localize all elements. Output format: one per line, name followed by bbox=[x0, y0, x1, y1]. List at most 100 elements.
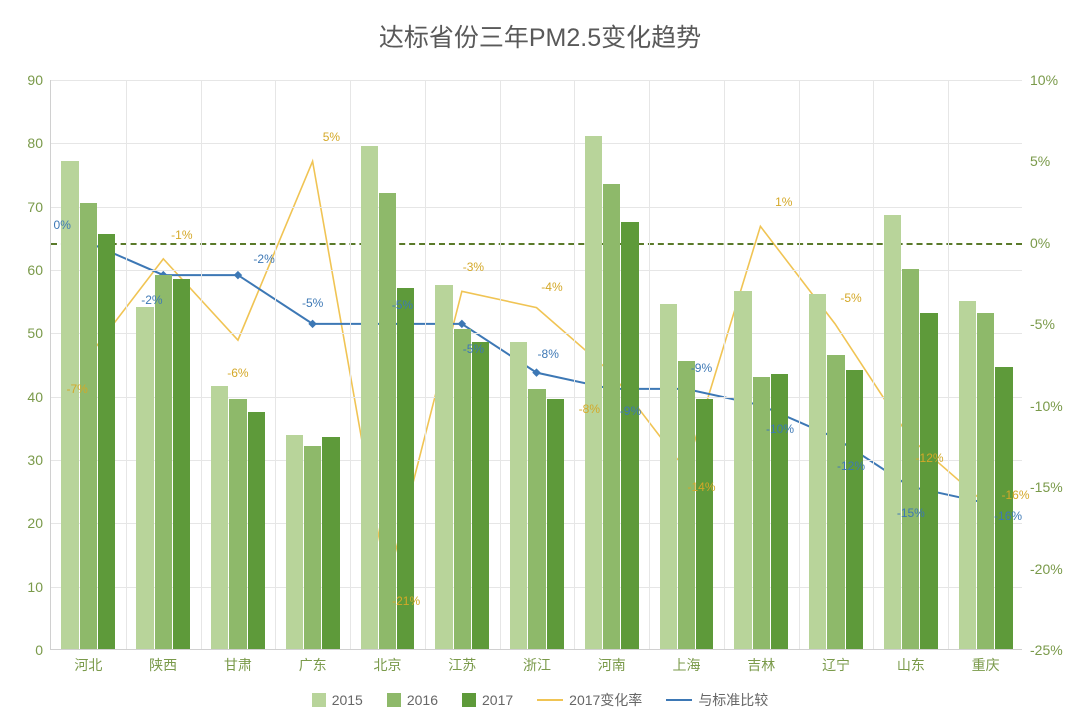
bar-2015 bbox=[286, 435, 303, 649]
marker bbox=[234, 271, 242, 279]
data-label: -8% bbox=[538, 347, 559, 361]
marker bbox=[458, 320, 466, 328]
gridline-v bbox=[724, 80, 725, 649]
xtick-label: 河北 bbox=[74, 649, 102, 675]
data-label: -5% bbox=[302, 296, 323, 310]
data-label: 1% bbox=[775, 195, 792, 209]
ytick-right: 10% bbox=[1022, 72, 1058, 88]
bar-2017 bbox=[771, 374, 788, 650]
ytick-left: 50 bbox=[27, 325, 51, 341]
bar-2015 bbox=[211, 386, 228, 649]
xtick-label: 广东 bbox=[299, 649, 327, 675]
xtick-label: 吉林 bbox=[747, 649, 775, 675]
legend-swatch bbox=[312, 693, 326, 707]
plot-area: 0102030405060708090-25%-20%-15%-10%-5%0%… bbox=[50, 80, 1022, 650]
xtick-label: 山东 bbox=[897, 649, 925, 675]
bar-2015 bbox=[660, 304, 677, 649]
bar-2017 bbox=[846, 370, 863, 649]
bar-2017 bbox=[995, 367, 1012, 649]
bar-2015 bbox=[959, 301, 976, 649]
data-label: -5% bbox=[840, 291, 861, 305]
marker bbox=[532, 368, 540, 376]
bar-2016 bbox=[528, 389, 545, 649]
gridline-h bbox=[51, 143, 1022, 144]
legend-label: 2017变化率 bbox=[569, 690, 642, 710]
ytick-left: 40 bbox=[27, 389, 51, 405]
chart-title: 达标省份三年PM2.5变化趋势 bbox=[0, 18, 1080, 54]
data-label: -8% bbox=[579, 402, 600, 416]
legend-swatch bbox=[666, 699, 692, 701]
data-label: -12% bbox=[916, 451, 944, 465]
gridline-v bbox=[873, 80, 874, 649]
legend-label: 2015 bbox=[332, 692, 363, 708]
xtick-label: 辽宁 bbox=[822, 649, 850, 675]
ytick-left: 30 bbox=[27, 452, 51, 468]
bar-2017 bbox=[248, 412, 265, 650]
data-label: -15% bbox=[897, 506, 925, 520]
data-label: -1% bbox=[171, 228, 192, 242]
legend-label: 与标准比较 bbox=[698, 690, 768, 710]
xtick-label: 甘肃 bbox=[224, 649, 252, 675]
bar-2017 bbox=[472, 342, 489, 649]
data-label: -5% bbox=[392, 298, 413, 312]
bar-2016 bbox=[753, 377, 770, 649]
ytick-left: 90 bbox=[27, 72, 51, 88]
data-label: -16% bbox=[994, 509, 1022, 523]
gridline-v bbox=[574, 80, 575, 649]
data-label: -9% bbox=[620, 404, 641, 418]
xtick-label: 北京 bbox=[373, 649, 401, 675]
bar-2015 bbox=[361, 146, 378, 650]
xtick-label: 河南 bbox=[598, 649, 626, 675]
bar-2015 bbox=[884, 215, 901, 649]
legend-item: 2017变化率 bbox=[537, 690, 642, 710]
bar-2015 bbox=[734, 291, 751, 649]
bar-2016 bbox=[379, 193, 396, 649]
bar-2015 bbox=[510, 342, 527, 649]
legend-item: 2016 bbox=[387, 692, 438, 708]
gridline-v bbox=[425, 80, 426, 649]
data-label: -4% bbox=[541, 280, 562, 294]
bar-2015 bbox=[809, 294, 826, 649]
bar-2017 bbox=[322, 437, 339, 649]
data-label: -2% bbox=[141, 293, 162, 307]
bar-2016 bbox=[454, 329, 471, 649]
ytick-right: -5% bbox=[1022, 316, 1055, 332]
data-label: -12% bbox=[837, 459, 865, 473]
bar-2017 bbox=[547, 399, 564, 649]
gridline-v bbox=[275, 80, 276, 649]
gridline-h bbox=[51, 270, 1022, 271]
gridline-h bbox=[51, 80, 1022, 81]
marker bbox=[308, 320, 316, 328]
chart-container: 达标省份三年PM2.5变化趋势 0102030405060708090-25%-… bbox=[0, 0, 1080, 722]
bar-2016 bbox=[827, 355, 844, 650]
data-label: 5% bbox=[323, 130, 340, 144]
ytick-left: 10 bbox=[27, 579, 51, 595]
data-label: -14% bbox=[687, 480, 715, 494]
data-label: -16% bbox=[1002, 488, 1030, 502]
gridline-v bbox=[126, 80, 127, 649]
data-label: -9% bbox=[691, 361, 712, 375]
data-label: -2% bbox=[253, 252, 274, 266]
gridline-h bbox=[51, 207, 1022, 208]
gridline-v bbox=[500, 80, 501, 649]
bar-2016 bbox=[603, 184, 620, 650]
bar-2017 bbox=[920, 313, 937, 649]
gridline-v bbox=[201, 80, 202, 649]
xtick-label: 浙江 bbox=[523, 649, 551, 675]
data-label: -3% bbox=[463, 260, 484, 274]
xtick-label: 江苏 bbox=[448, 649, 476, 675]
xtick-label: 重庆 bbox=[972, 649, 1000, 675]
ytick-right: 0% bbox=[1022, 235, 1050, 251]
xtick-label: 上海 bbox=[673, 649, 701, 675]
data-label: -7% bbox=[66, 382, 87, 396]
legend-item: 与标准比较 bbox=[666, 690, 768, 710]
bar-2017 bbox=[98, 234, 115, 649]
gridline-v bbox=[350, 80, 351, 649]
bar-2017 bbox=[621, 222, 638, 650]
legend: 2015201620172017变化率与标准比较 bbox=[0, 690, 1080, 710]
data-label: 0% bbox=[54, 218, 71, 232]
legend-swatch bbox=[462, 693, 476, 707]
bar-2016 bbox=[678, 361, 695, 649]
ytick-right: -25% bbox=[1022, 642, 1063, 658]
legend-label: 2016 bbox=[407, 692, 438, 708]
